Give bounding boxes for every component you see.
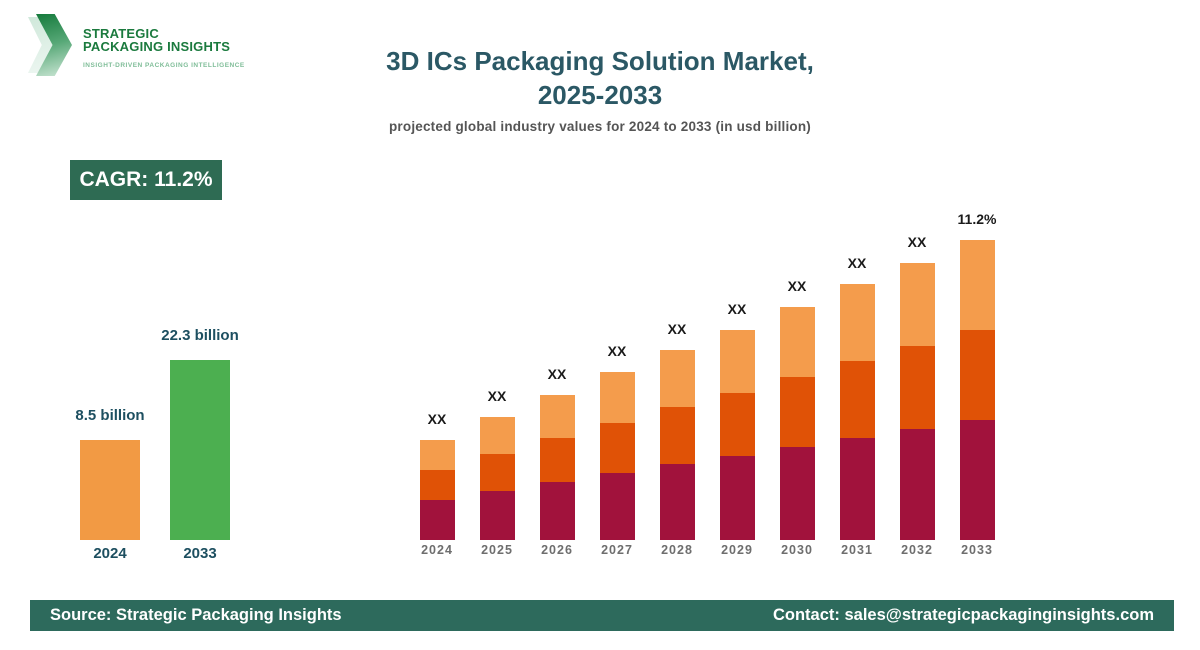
middle-segment-2027 [599,423,635,473]
header: 3D ICs Packaging Solution Market, 2025-2… [0,44,1200,134]
stacked-bar-2025 [479,417,515,540]
middle-segment-2032 [899,346,935,429]
top-segment-2030 [779,307,815,377]
year-label-2024: 2024 [421,543,453,557]
mini-year-label-2024: 2024 [93,545,127,562]
middle-segment-2031 [839,361,875,438]
bar-value-label-2024: XX [427,411,447,427]
bar-value-label-2029: XX [727,301,747,317]
stacked-chart-column-2029: XX 2029 [707,301,767,557]
mini-chart-column-2033: 22.3 billion 2033 [161,327,239,562]
bar-value-label-2028: XX [667,321,687,337]
source-text: Source: Strategic Packaging Insights [50,606,342,624]
bar-value-label-2032: XX [907,234,927,250]
bar-value-label-2033: 11.2% [957,211,997,227]
stacked-bar-2024 [419,440,455,540]
bottom-segment-2031 [839,438,875,540]
stacked-chart-column-2026: XX 2026 [527,366,587,557]
middle-segment-2030 [779,377,815,447]
year-label-2028: 2028 [661,543,693,557]
stacked-chart-column-2031: XX 2031 [827,255,887,557]
page-title-line1: 3D ICs Packaging Solution Market, [386,46,814,76]
bottom-segment-2027 [599,473,635,540]
stacked-chart-column-2024: XX 2024 [407,411,467,557]
top-segment-2027 [599,372,635,423]
stacked-chart-column-2028: XX 2028 [647,321,707,557]
bottom-segment-2030 [779,447,815,540]
logo-chevron-icon [28,14,74,76]
stacked-bar-2031 [839,284,875,540]
footer-bar: Source: Strategic Packaging Insights Con… [30,600,1174,631]
stacked-chart-column-2025: XX 2025 [467,388,527,557]
stacked-bar-chart: XX 2024 XX 2025 XX 2026 XX 2027 XX 2028 XX 2029 XX 20… [407,211,1007,557]
year-label-2033: 2033 [961,543,993,557]
year-label-2026: 2026 [541,543,573,557]
top-segment-2031 [839,284,875,361]
bar-value-label-2030: XX [787,278,807,294]
year-label-2032: 2032 [901,543,933,557]
bar-value-label-2031: XX [847,255,867,271]
year-label-2030: 2030 [781,543,813,557]
top-segment-2024 [419,440,455,470]
page-title-line2: 2025-2033 [537,80,663,110]
top-segment-2028 [659,350,695,407]
bar-value-label-2027: XX [607,343,627,359]
logo-line1: STRATEGIC [83,26,159,41]
bottom-segment-2025 [479,491,515,540]
cagr-badge: CAGR: 11.2% [70,160,222,200]
stacked-chart-column-2030: XX 2030 [767,278,827,557]
stacked-chart-column-2032: XX 2032 [887,234,947,557]
top-segment-2032 [899,263,935,346]
stacked-bar-2033 [959,240,995,540]
year-label-2027: 2027 [601,543,633,557]
middle-segment-2029 [719,393,755,456]
middle-segment-2028 [659,407,695,464]
bottom-segment-2024 [419,500,455,540]
bottom-segment-2026 [539,482,575,540]
mini-bar-2033 [170,360,230,540]
contact-email-text[interactable]: Contact: sales@strategicpackaginginsight… [772,606,1154,624]
mini-value-label-2033: 22.3 billion [161,327,239,344]
bottom-segment-2032 [899,429,935,540]
top-segment-2033 [959,240,995,330]
bottom-segment-2028 [659,464,695,540]
stacked-bar-2027 [599,372,635,540]
middle-segment-2026 [539,438,575,482]
mini-bar-chart: 8.5 billion 2024 22.3 billion 2033 [75,327,239,562]
year-label-2025: 2025 [481,543,513,557]
mini-value-label-2024: 8.5 billion [75,407,145,424]
stacked-bar-2030 [779,307,815,540]
top-segment-2029 [719,330,755,393]
year-label-2029: 2029 [721,543,753,557]
stacked-bar-2032 [899,263,935,540]
bottom-segment-2029 [719,456,755,540]
logo-text: STRATEGIC PACKAGING INSIGHTS INSIGHT-DRI… [83,14,245,76]
logo-line2: PACKAGING INSIGHTS [83,39,231,54]
middle-segment-2025 [479,454,515,491]
logo-tagline: INSIGHT-DRIVEN PACKAGING INTELLIGENCE [83,62,245,69]
bar-value-label-2025: XX [487,388,507,404]
year-label-2031: 2031 [841,543,873,557]
stacked-bar-2026 [539,395,575,540]
top-segment-2026 [539,395,575,438]
mini-bar-2024 [80,440,140,540]
stacked-bar-2029 [719,330,755,540]
stacked-chart-column-2027: XX 2027 [587,343,647,557]
page-subtitle: projected global industry values for 202… [388,119,812,134]
mini-year-label-2033: 2033 [183,545,217,562]
middle-segment-2033 [959,330,995,420]
bar-value-label-2026: XX [547,366,567,382]
logo: STRATEGIC PACKAGING INSIGHTS INSIGHT-DRI… [28,14,245,76]
bottom-segment-2033 [959,420,995,540]
mini-chart-column-2024: 8.5 billion 2024 [75,407,144,562]
stacked-bar-2028 [659,350,695,540]
top-segment-2025 [479,417,515,454]
middle-segment-2024 [419,470,455,500]
stacked-chart-column-2033: 11.2% 2033 [947,211,1007,557]
